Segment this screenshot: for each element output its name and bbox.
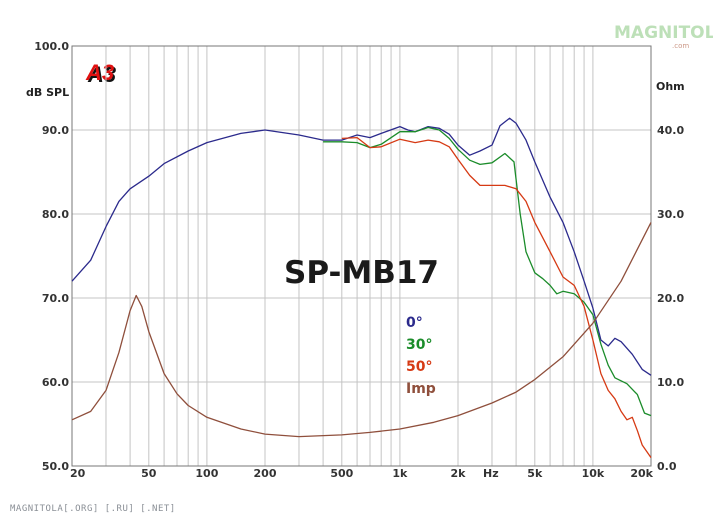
x-axis-ticks: 20 50 100 200 500 1k 2k 5k 10k 20k (70, 467, 654, 480)
y2-tick-label: 30.0 (657, 208, 684, 221)
legend-entry: 0° (406, 315, 423, 331)
x-tick-label: 200 (254, 467, 277, 480)
data-series (71, 117, 652, 458)
x-tick-label: 1k (392, 467, 408, 480)
svg-text:MAGNITOLA: MAGNITOLA (614, 23, 713, 43)
y2-tick-label: 40.0 (657, 124, 684, 137)
y-tick-label: 100.0 (34, 40, 69, 53)
y-axis-ticks: 50.0 60.0 70.0 80.0 90.0 100.0 (34, 40, 69, 473)
plot-grid (72, 46, 651, 466)
x-tick-label: 100 (195, 467, 218, 480)
y-tick-label: 90.0 (42, 124, 69, 137)
y2-tick-label: 10.0 (657, 376, 684, 389)
a3-logo-text: A3 (85, 60, 114, 85)
y-tick-label: 50.0 (42, 460, 69, 473)
y-axis-label: dB SPL (26, 86, 69, 99)
x-axis-unit: Hz (483, 467, 499, 480)
x-tick-label: 10k (582, 467, 605, 480)
svg-text:A3: A3 (87, 62, 116, 87)
legend-entry: 50° (406, 359, 432, 375)
y2-axis-ticks: 0.0 10.0 20.0 30.0 40.0 (657, 124, 684, 473)
x-tick-label: 5k (527, 467, 543, 480)
chart-title: SP-MB17 (284, 255, 439, 291)
plot-frame (71, 45, 652, 467)
series-line-30-deg (323, 126, 652, 417)
x-tick-label: 500 (330, 467, 353, 480)
x-tick-label: 2k (451, 467, 467, 480)
chart-legend: 0° 30° 50° Imp (406, 315, 436, 397)
series-line-Imp (71, 222, 652, 438)
x-tick-label: 20 (70, 467, 86, 480)
x-tick-label: 20k (630, 467, 653, 480)
svg-text:.com: .com (672, 42, 689, 50)
y-tick-label: 70.0 (42, 292, 69, 305)
legend-entry: Imp (406, 381, 436, 397)
x-tick-label: 50 (141, 467, 157, 480)
legend-entry: 30° (406, 337, 432, 353)
y2-tick-label: 0.0 (657, 460, 677, 473)
y-tick-label: 80.0 (42, 208, 69, 221)
series-line-0-deg (71, 117, 652, 376)
series-line-50-deg (341, 136, 652, 458)
watermark: MAGNITOLA[.ORG] [.RU] [.NET] (10, 504, 176, 514)
a3-logo: A3 A3 (85, 60, 116, 87)
y2-tick-label: 20.0 (657, 292, 684, 305)
y-tick-label: 60.0 (42, 376, 69, 389)
magnitola-brand-logo: MAGNITOLA .com (614, 23, 713, 50)
y2-axis-label: Ohm (656, 80, 685, 93)
